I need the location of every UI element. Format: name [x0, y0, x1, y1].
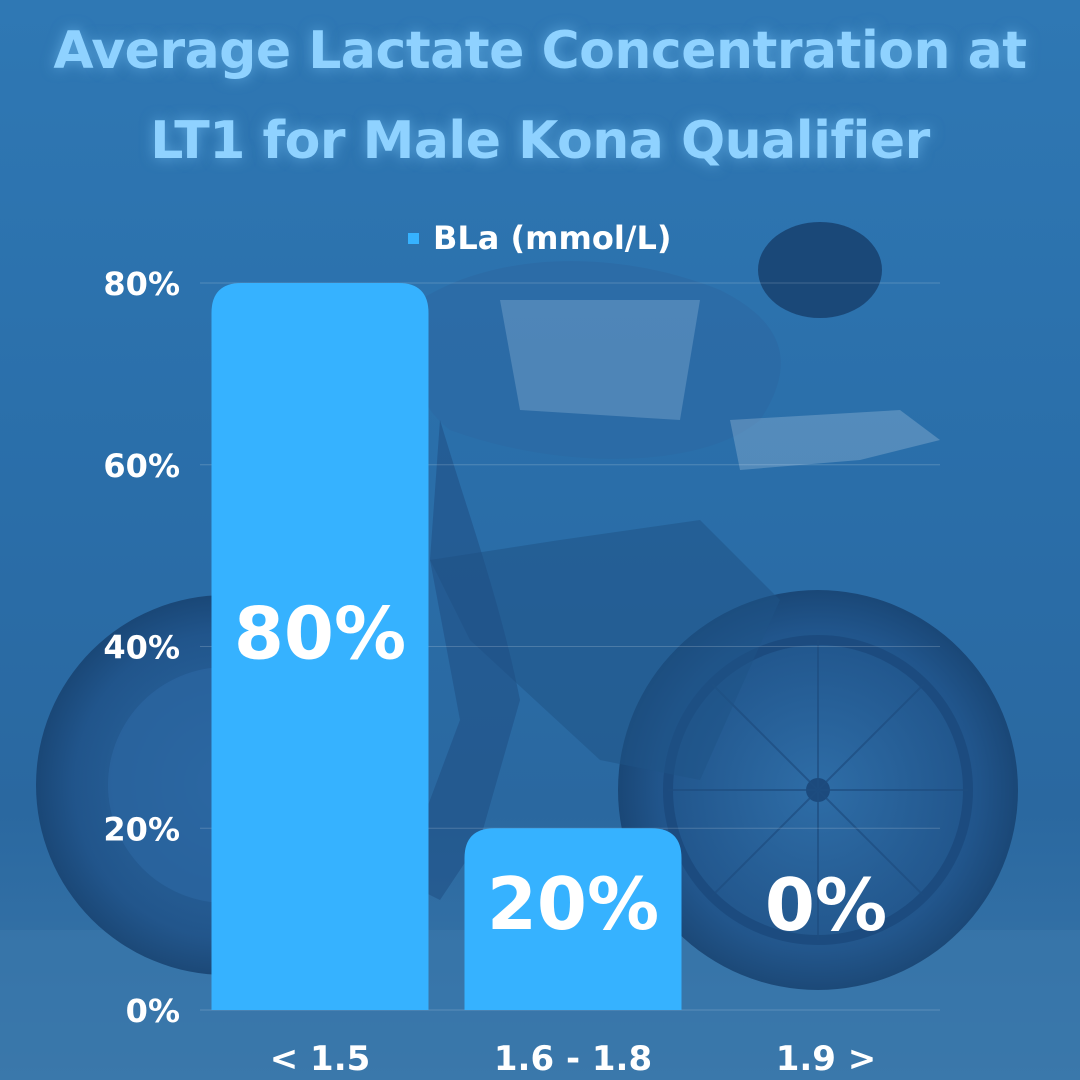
data-label: 80%	[234, 592, 406, 676]
y-tick-label: 20%	[103, 810, 180, 848]
y-tick-label: 80%	[103, 265, 180, 303]
y-tick-label: 0%	[126, 992, 180, 1030]
y-tick-label: 40%	[103, 629, 180, 667]
x-tick-label: 1.9 >	[776, 1039, 877, 1079]
legend-label: BLa (mmol/L)	[433, 219, 672, 257]
chart-legend: BLa (mmol/L)	[408, 218, 671, 258]
x-tick-label: < 1.5	[270, 1039, 371, 1079]
legend-swatch	[408, 232, 419, 244]
bar	[464, 828, 682, 1010]
bar	[211, 283, 429, 1010]
x-tick-label: 1.6 - 1.8	[494, 1039, 652, 1079]
chart-title-line-2: LT1 for Male Kona Qualifier	[150, 111, 930, 171]
data-label: 20%	[487, 862, 659, 946]
y-tick-label: 60%	[103, 447, 180, 485]
data-label: 0%	[765, 863, 887, 947]
chart-title-line-1: Average Lactate Concentration at	[53, 21, 1027, 81]
chart-title: Average Lactate Concentration at LT1 for…	[0, 6, 1080, 186]
